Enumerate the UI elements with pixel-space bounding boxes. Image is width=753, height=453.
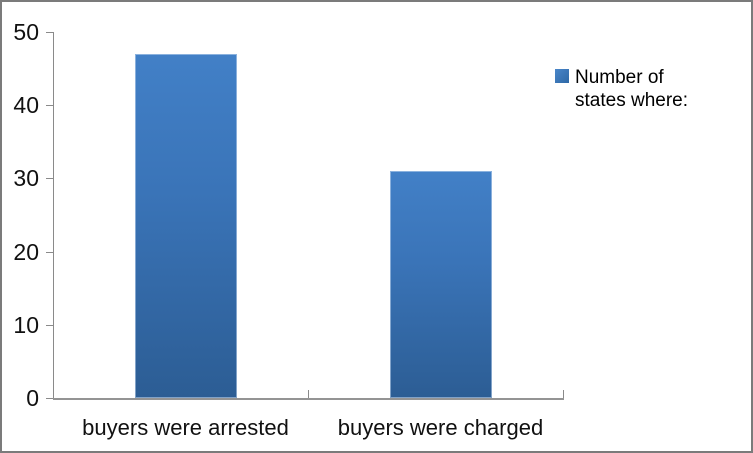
y-axis-tick <box>46 398 53 399</box>
legend-swatch-icon <box>555 69 569 83</box>
y-axis-tick-label: 30 <box>13 165 39 192</box>
bar-buyers-were-charged <box>389 171 492 398</box>
y-axis-tick-label: 10 <box>13 311 39 338</box>
bar-buyers-were-arrested <box>134 53 237 398</box>
y-axis-tick <box>46 105 53 107</box>
x-axis-tick <box>308 390 309 398</box>
x-axis-tick <box>563 390 564 398</box>
legend: Number of states where: <box>555 66 703 112</box>
y-axis-tick-label: 0 <box>26 385 39 411</box>
y-axis-tick <box>46 32 53 33</box>
y-axis-tick-label: 50 <box>13 19 39 45</box>
y-axis-tick-label: 40 <box>13 92 39 119</box>
y-axis-tick <box>46 178 53 180</box>
x-axis-line <box>53 398 564 400</box>
legend-label: Number of states where: <box>575 67 688 111</box>
category-label: buyers were arrested <box>82 415 289 440</box>
y-axis-tick-label: 20 <box>13 238 39 265</box>
y-axis-tick <box>46 324 53 326</box>
category-label: buyers were charged <box>337 415 544 440</box>
y-axis-line <box>53 32 54 400</box>
y-axis-tick <box>46 251 53 253</box>
